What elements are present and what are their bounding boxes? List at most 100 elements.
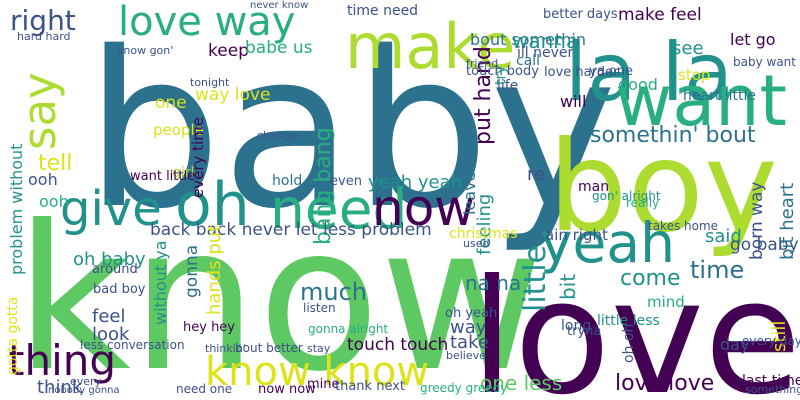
cloud-word: people <box>153 121 204 139</box>
cloud-word: make <box>345 10 515 83</box>
cloud-word: know know <box>205 349 429 395</box>
cloud-word: oh oh <box>621 324 637 363</box>
cloud-word: hard hard <box>17 30 71 43</box>
cloud-word: gonna <box>182 245 202 298</box>
cloud-word: ooh <box>39 192 69 211</box>
cloud-word: something <box>745 383 800 396</box>
cloud-word: tell <box>38 151 72 176</box>
cloud-word: one less <box>480 371 562 395</box>
cloud-word: think <box>37 377 83 398</box>
cloud-word: somethin' bout <box>590 123 756 148</box>
cloud-word: love love <box>615 371 714 396</box>
cloud-word: change <box>257 129 298 142</box>
cloud-word: christmas <box>449 226 518 242</box>
cloud-word: boy <box>548 115 778 260</box>
cloud-word: greedy greedy <box>420 381 507 395</box>
cloud-word: tryna <box>567 324 601 339</box>
cloud-word: want little <box>130 169 195 184</box>
cloud-word: still <box>769 321 790 352</box>
cloud-word: long <box>561 318 591 334</box>
cloud-word: born way <box>747 182 767 260</box>
cloud-word: make feel <box>618 5 702 25</box>
cloud-word: know gon' <box>117 44 173 57</box>
cloud-word: la la <box>565 26 733 119</box>
cloud-word: love way <box>118 0 295 45</box>
cloud-word: keep <box>208 41 249 61</box>
cloud-word: every <box>70 375 102 388</box>
cloud-word: bit <box>556 274 580 300</box>
cloud-word: give <box>60 181 162 237</box>
cloud-word: little less <box>597 313 660 329</box>
cloud-word: time <box>690 256 744 284</box>
cloud-word: yeah <box>540 211 675 275</box>
cloud-word: time need <box>347 3 418 19</box>
cloud-word: bit heart <box>777 183 798 260</box>
cloud-word: come <box>620 266 681 291</box>
cloud-word: takes home <box>648 219 718 233</box>
cloud-word: feeling <box>474 194 495 255</box>
cloud-word: life <box>497 78 518 94</box>
cloud-word: know <box>15 183 544 400</box>
cloud-word: girl <box>172 165 194 181</box>
cloud-word: thank next <box>335 379 405 394</box>
cloud-word: touch touch <box>347 335 448 355</box>
cloud-word: oh <box>175 170 250 240</box>
cloud-word: really <box>626 196 659 210</box>
cloud-word: right <box>10 28 13 31</box>
cloud-word: gotta gotta <box>5 297 21 375</box>
cloud-word: bad boy <box>93 282 146 297</box>
cloud-word: babe us <box>245 38 313 58</box>
cloud-word: back back never let less problem <box>150 220 432 240</box>
cloud-word: better days <box>543 7 618 22</box>
cloud-word: thing <box>8 336 116 385</box>
cloud-word: gon' alright <box>592 189 661 203</box>
cloud-word: now now <box>258 382 316 397</box>
cloud-word: every day <box>720 346 725 349</box>
cloud-word: around <box>92 262 138 277</box>
cloud-word: look <box>92 324 130 345</box>
cloud-word: need <box>270 177 407 241</box>
cloud-word: without ya <box>151 240 170 325</box>
cloud-word: yeah yeah <box>368 172 462 193</box>
cloud-word: hey hey <box>183 320 235 335</box>
cloud-word: used <box>463 237 489 250</box>
cloud-word: way love <box>195 85 270 105</box>
cloud-word: every day <box>742 334 800 348</box>
cloud-word: man <box>578 179 609 195</box>
cloud-word: ain right <box>545 226 608 244</box>
cloud-word: less conversation <box>80 338 185 352</box>
cloud-word: take <box>450 332 489 353</box>
cloud-word: way <box>450 317 487 338</box>
cloud-word: last time <box>742 373 800 389</box>
cloud-word: bang bang <box>311 127 336 245</box>
cloud-word: nobody gonna <box>48 385 120 396</box>
cloud-word: thinkin' <box>205 342 246 355</box>
cloud-word: right <box>10 4 76 37</box>
cloud-word: touch body <box>466 64 539 79</box>
cloud-word: try <box>493 65 509 85</box>
cloud-word: problem without <box>7 144 26 275</box>
cloud-word: even <box>330 174 362 189</box>
cloud-word: hands put <box>204 225 225 315</box>
cloud-word: ooh <box>28 170 58 189</box>
cloud-word: say <box>13 72 66 150</box>
cloud-word: feel <box>92 306 126 327</box>
cloud-word: one <box>155 93 187 113</box>
cloud-word: bout somethin <box>470 30 586 49</box>
cloud-word: re <box>527 164 545 185</box>
cloud-word: na na <box>465 271 521 295</box>
cloud-word: last time <box>742 383 747 386</box>
cloud-word: want <box>615 60 787 142</box>
cloud-word: oh yeah <box>445 306 497 321</box>
cloud-word: go baby <box>730 235 799 255</box>
cloud-word: see <box>672 38 704 59</box>
cloud-word: leave <box>460 172 479 215</box>
cloud-word: good <box>618 75 658 94</box>
cloud-word: every time <box>189 117 207 198</box>
cloud-word: much <box>300 278 367 306</box>
cloud-word: need one <box>176 382 232 396</box>
cloud-word: put hand <box>471 46 496 145</box>
